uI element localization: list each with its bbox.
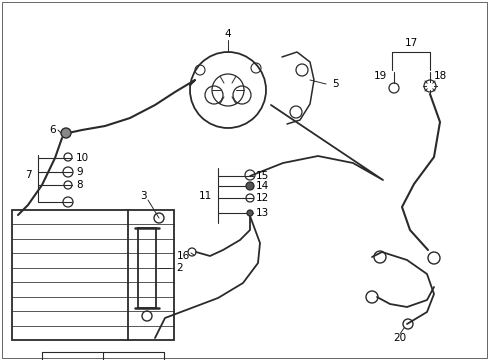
Text: 2: 2: [176, 263, 182, 273]
Text: 14: 14: [256, 181, 269, 191]
Text: 20: 20: [393, 333, 406, 343]
Text: 3: 3: [140, 191, 146, 201]
Text: 8: 8: [76, 180, 82, 190]
Text: 17: 17: [404, 38, 417, 48]
Circle shape: [246, 210, 252, 216]
Text: 5: 5: [331, 79, 338, 89]
Bar: [12, 210, 174, 340]
Text: 7: 7: [25, 170, 32, 180]
Text: 10: 10: [76, 153, 89, 163]
Text: 19: 19: [373, 71, 386, 81]
Text: 15: 15: [256, 171, 269, 181]
Circle shape: [245, 182, 253, 190]
Text: 11: 11: [198, 191, 212, 201]
Bar: [138, 228, 156, 308]
Text: 13: 13: [256, 208, 269, 218]
Text: 18: 18: [433, 71, 447, 81]
Text: 12: 12: [256, 193, 269, 203]
Text: 16: 16: [176, 251, 190, 261]
Text: 6: 6: [49, 125, 56, 135]
Circle shape: [61, 128, 71, 138]
Text: 9: 9: [76, 167, 82, 177]
Text: 4: 4: [224, 29, 231, 39]
